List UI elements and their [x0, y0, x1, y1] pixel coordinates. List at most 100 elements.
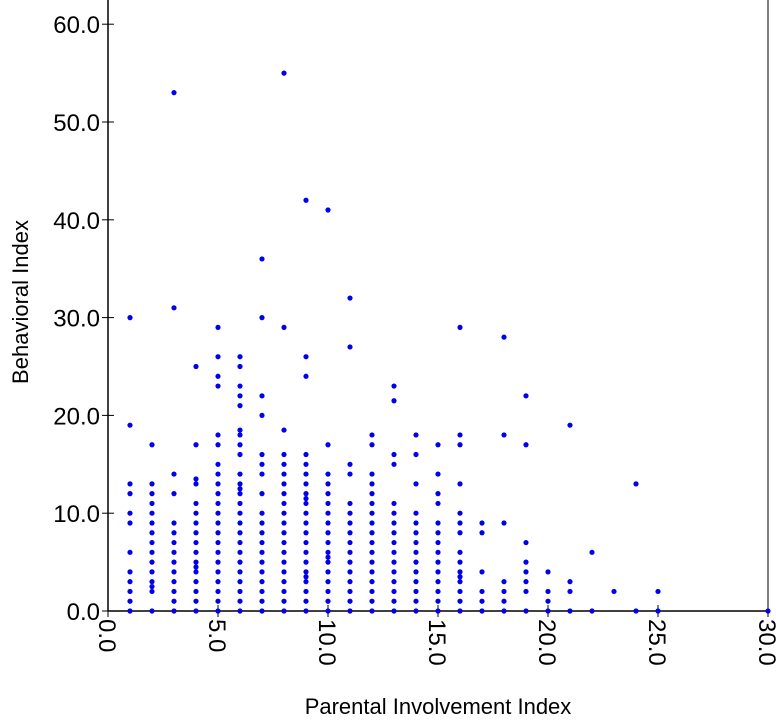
data-point — [303, 373, 309, 379]
data-point — [413, 579, 419, 585]
data-point — [303, 491, 309, 497]
data-point — [435, 588, 441, 595]
data-point — [457, 549, 463, 555]
data-point — [259, 491, 265, 497]
data-point — [413, 451, 419, 458]
data-point — [391, 579, 397, 585]
data-point — [237, 471, 243, 477]
data-point — [457, 520, 463, 526]
data-point — [303, 495, 309, 502]
data-point — [325, 481, 331, 487]
y-tick-label: 30.0 — [53, 306, 100, 333]
data-point — [325, 554, 331, 560]
data-point — [237, 442, 243, 448]
data-point — [215, 481, 221, 487]
data-point — [501, 598, 507, 604]
data-point — [215, 579, 221, 585]
data-point — [215, 559, 221, 565]
data-point — [193, 539, 199, 546]
data-point — [435, 471, 441, 477]
data-point — [765, 608, 771, 614]
data-point — [259, 256, 265, 262]
data-point — [479, 598, 485, 604]
data-point — [237, 588, 243, 595]
data-point — [435, 539, 441, 546]
data-point — [369, 442, 375, 448]
data-point — [171, 471, 177, 477]
data-point — [567, 422, 573, 428]
data-point — [369, 608, 375, 614]
data-point — [457, 530, 463, 536]
data-point — [435, 491, 441, 497]
data-point — [237, 451, 243, 458]
data-point — [171, 549, 177, 555]
data-point — [303, 549, 309, 555]
data-point — [149, 491, 155, 497]
data-point — [303, 520, 309, 526]
data-point — [391, 530, 397, 536]
data-point — [281, 510, 287, 516]
data-point — [215, 510, 221, 516]
data-point — [281, 549, 287, 555]
data-point — [347, 295, 353, 301]
data-point — [435, 569, 441, 575]
data-point — [237, 569, 243, 575]
data-point — [281, 569, 287, 575]
data-point — [259, 588, 265, 595]
data-point — [391, 598, 397, 604]
data-point — [171, 579, 177, 585]
data-point — [303, 461, 309, 467]
data-point — [149, 530, 155, 536]
data-point — [149, 549, 155, 555]
data-point — [127, 422, 133, 428]
data-point — [347, 579, 353, 585]
data-point — [237, 510, 243, 516]
data-point — [325, 500, 331, 507]
data-point — [347, 471, 353, 477]
data-point — [413, 510, 419, 516]
data-point — [237, 549, 243, 555]
data-point — [303, 559, 309, 565]
y-tick-label: 50.0 — [53, 110, 100, 137]
data-point — [127, 598, 133, 604]
data-point — [325, 510, 331, 516]
x-tick-label: 10.0 — [313, 619, 340, 666]
y-tick-label: 0.0 — [67, 599, 100, 626]
data-point — [347, 510, 353, 516]
data-point — [611, 588, 617, 595]
data-point — [369, 510, 375, 516]
data-point — [193, 520, 199, 526]
data-point — [325, 471, 331, 477]
data-point — [259, 520, 265, 526]
data-point — [237, 403, 243, 409]
data-point — [259, 579, 265, 585]
data-point — [457, 569, 463, 575]
data-point — [237, 354, 243, 360]
data-point — [193, 481, 199, 487]
data-point — [281, 588, 287, 595]
data-point — [193, 608, 199, 614]
data-point — [281, 481, 287, 487]
data-point — [479, 520, 485, 526]
data-point — [237, 608, 243, 614]
data-point — [193, 442, 199, 448]
data-point — [259, 461, 265, 467]
data-point — [215, 354, 221, 360]
data-point — [479, 588, 485, 595]
data-point — [171, 588, 177, 595]
data-point — [237, 520, 243, 526]
data-point — [413, 432, 419, 438]
data-point — [127, 510, 133, 516]
data-point — [127, 608, 133, 614]
data-point — [281, 324, 287, 330]
data-point — [193, 500, 199, 507]
data-point — [215, 588, 221, 595]
data-point — [259, 510, 265, 516]
data-point — [237, 559, 243, 565]
data-point — [347, 598, 353, 604]
data-point — [281, 598, 287, 604]
data-point — [281, 500, 287, 507]
data-point — [237, 432, 243, 438]
data-point — [303, 471, 309, 477]
data-point — [259, 598, 265, 604]
